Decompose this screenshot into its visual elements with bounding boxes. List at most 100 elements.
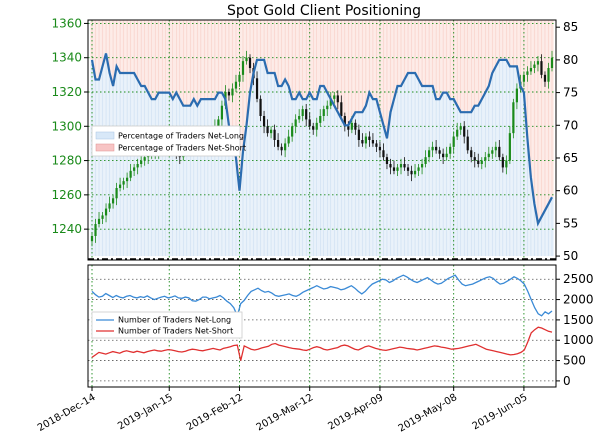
candle-body [403, 164, 406, 168]
net-short-count-line [91, 326, 553, 361]
candle-body [284, 143, 287, 151]
candle-body [529, 68, 533, 72]
candle-body [424, 157, 427, 164]
net-short-area [90, 20, 554, 224]
date-tick-label: 2019-Jan-15 [116, 392, 175, 432]
candle-body [347, 126, 350, 130]
candle-body [294, 119, 297, 127]
price-panel: 1240 1260 1280 1300 1320 1340 1360 50 55 60 65 70 7… [51, 16, 578, 263]
candle-body [291, 126, 294, 137]
percentage-tick-label: 65 [563, 151, 578, 165]
candle-body [392, 167, 396, 171]
candle-body [427, 150, 431, 158]
net-short-count-legend-label: Number of Traders Net-Short [118, 327, 233, 336]
candle-body [480, 160, 483, 164]
candle-body [336, 95, 339, 103]
candle-body [420, 164, 424, 168]
price-tick-label: 1320 [51, 85, 82, 99]
candle-body [259, 98, 262, 116]
candle-body [435, 146, 438, 151]
date-tick-label: 2019-May-08 [397, 392, 460, 434]
candle-body [140, 160, 143, 164]
candle-body [410, 170, 413, 175]
candle-body [385, 157, 389, 164]
price-tick-label: 1240 [51, 222, 82, 236]
price-axis: 1240 1260 1280 1300 1320 1340 1360 [51, 16, 88, 236]
price-legend-box [91, 125, 241, 157]
candle-body [241, 61, 245, 75]
price-tick-label: 1300 [51, 119, 82, 133]
candle-body [522, 74, 526, 82]
traders-tick-label: 0 [563, 374, 571, 388]
candle-body [431, 146, 434, 151]
date-tick-label: 2019-Jun-05 [471, 392, 530, 432]
candle-body [340, 102, 343, 116]
candle-body [231, 88, 234, 96]
candle-body [94, 224, 97, 236]
candle-body [547, 68, 550, 82]
candle-body [322, 109, 325, 116]
date-tick-label: 2019-Feb-12 [185, 392, 245, 433]
candle-body [445, 153, 448, 158]
candle-body [361, 140, 364, 144]
candle-body [319, 116, 322, 123]
price-legend: Percentage of Traders Net-Long Percentag… [91, 125, 246, 157]
date-tick-label: 2019-Apr-09 [326, 392, 385, 432]
candle-body [543, 74, 547, 82]
candle-body [526, 71, 529, 75]
candle-body [333, 95, 336, 99]
candle-body [498, 146, 501, 158]
traders-legend-box [91, 311, 243, 339]
percentage-axis: 50 55 60 65 70 75 80 85 [556, 20, 578, 263]
candle-body [508, 133, 511, 161]
price-tick-label: 1260 [51, 188, 82, 202]
candle-body [484, 157, 487, 161]
candle-body [126, 177, 129, 182]
candle-body [266, 126, 269, 134]
candle-body [364, 136, 367, 144]
net-long-count-line [91, 274, 553, 318]
date-tick-label: 2019-Mar-12 [255, 392, 316, 433]
net-long-percentage-line [90, 53, 553, 227]
candle-body [399, 164, 403, 168]
candle-body [463, 126, 466, 137]
traders-tick-label: 500 [563, 354, 586, 368]
chart-title: Spot Gold Client Positioning [227, 3, 421, 19]
net-short-legend-label: Percentage of Traders Net-Short [118, 144, 246, 153]
candle-body [97, 218, 101, 224]
candle-body [512, 102, 515, 134]
candle-body [536, 61, 540, 65]
candle-body [533, 64, 536, 68]
percentage-tick-label: 70 [563, 118, 578, 132]
date-tick-label: 2018-Dec-14 [36, 392, 98, 434]
percentage-tick-label: 55 [563, 216, 578, 230]
traders-tick-label: 2500 [563, 272, 594, 286]
candle-body [550, 57, 554, 68]
traders-tick-label: 2000 [563, 293, 594, 307]
candle-body [312, 126, 315, 130]
candle-body [245, 57, 248, 62]
candle-body [477, 160, 480, 164]
net-long-count-legend-label: Number of Traders Net-Long [118, 316, 231, 325]
candle-body [104, 208, 108, 216]
percentage-tick-label: 85 [563, 20, 578, 34]
candle-body [308, 119, 311, 127]
candle-body [515, 88, 518, 103]
candle-body [118, 184, 122, 188]
candle-body [396, 167, 399, 171]
candle-body [108, 203, 111, 209]
candle-body [449, 146, 452, 154]
candle-body [255, 78, 259, 99]
candle-body [389, 164, 392, 168]
candle-body [459, 126, 462, 130]
candle-body [262, 116, 266, 127]
traders-panel-frame [87, 264, 557, 388]
candle-body [326, 105, 329, 110]
candle-body [305, 109, 308, 120]
candle-body [442, 153, 445, 158]
date-axis: 2018-Dec-14 2019-Jan-15 2019-Feb-12 2019-Ma… [36, 387, 529, 435]
candle-body [438, 150, 441, 154]
candle-body [371, 140, 375, 144]
candle-body [329, 98, 332, 106]
